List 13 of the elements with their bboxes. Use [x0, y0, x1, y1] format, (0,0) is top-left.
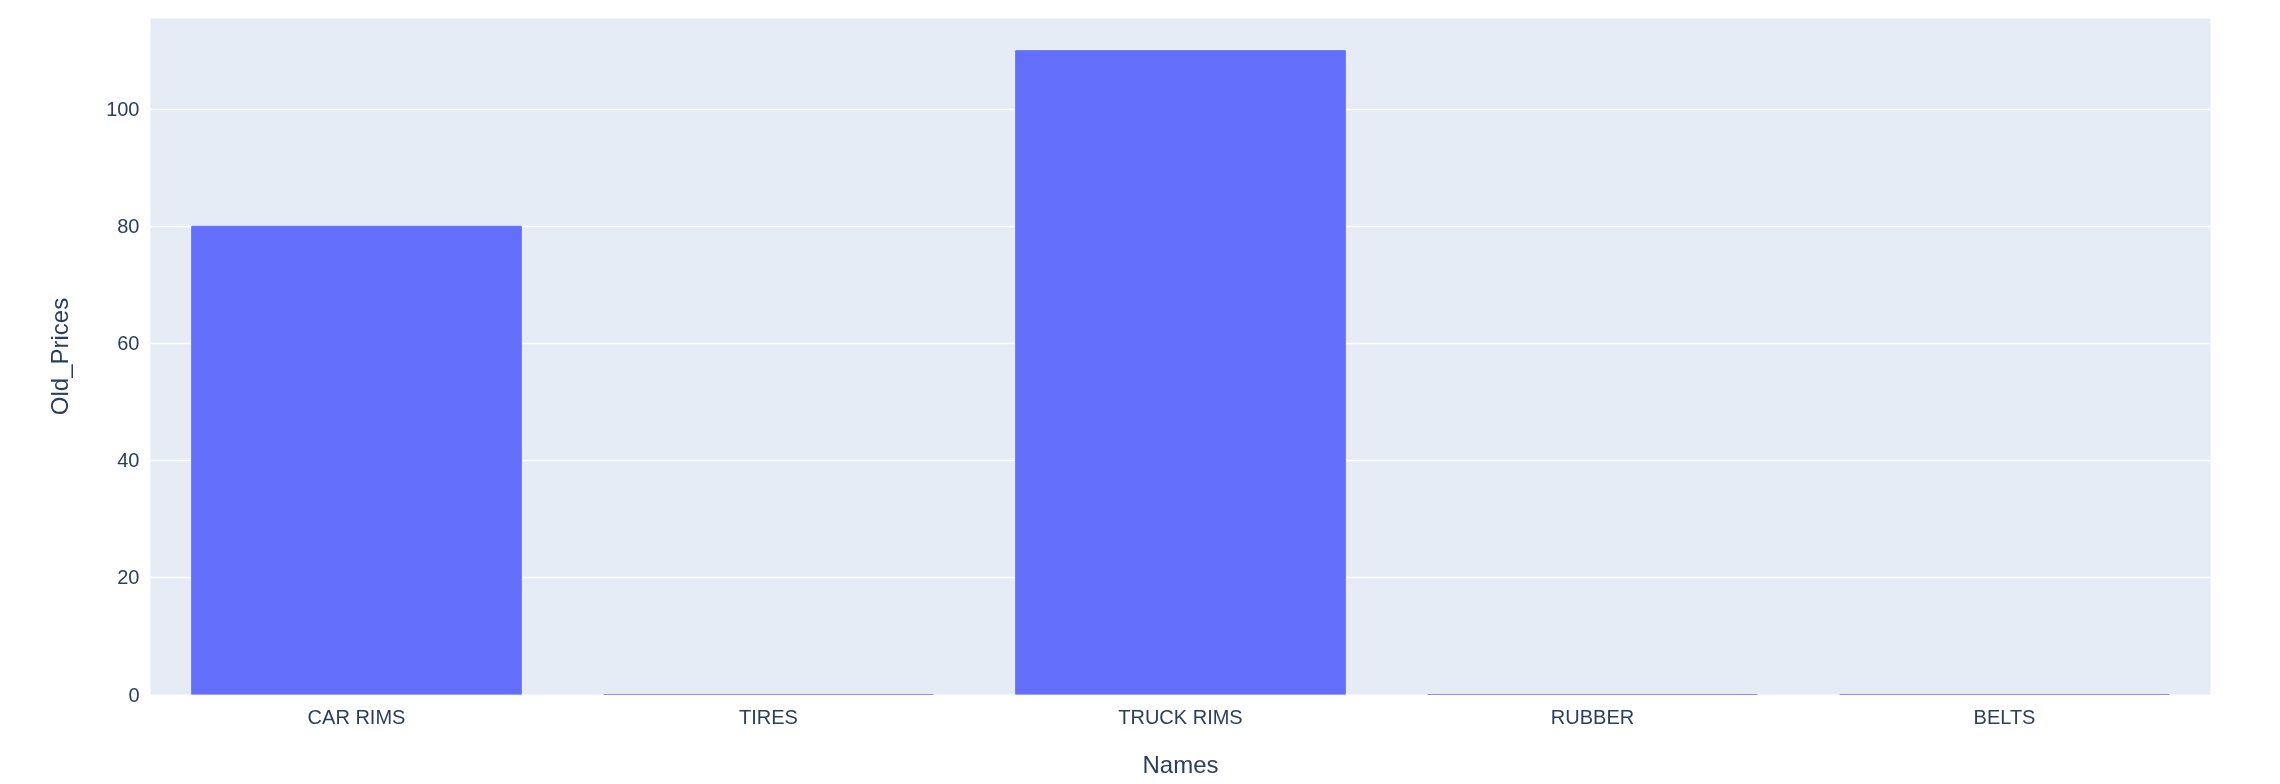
x-tick-label: TIRES [739, 705, 798, 728]
y-tick-label: 80 [117, 215, 140, 238]
y-tick-label: 0 [128, 683, 140, 706]
y-tick-label: 40 [117, 449, 140, 472]
x-axis-title: Names [1142, 750, 1219, 778]
y-tick-label: 100 [106, 98, 140, 121]
x-tick-label: CAR RIMS [307, 705, 406, 728]
y-tick-label: 60 [117, 332, 140, 355]
y-axis-title: Old_Prices [46, 297, 74, 416]
x-tick-label: RUBBER [1550, 705, 1635, 728]
y-tick-label: 20 [117, 566, 140, 589]
x-tick-label: BELTS [1973, 705, 2036, 728]
x-tick-label: TRUCK RIMS [1118, 705, 1243, 728]
